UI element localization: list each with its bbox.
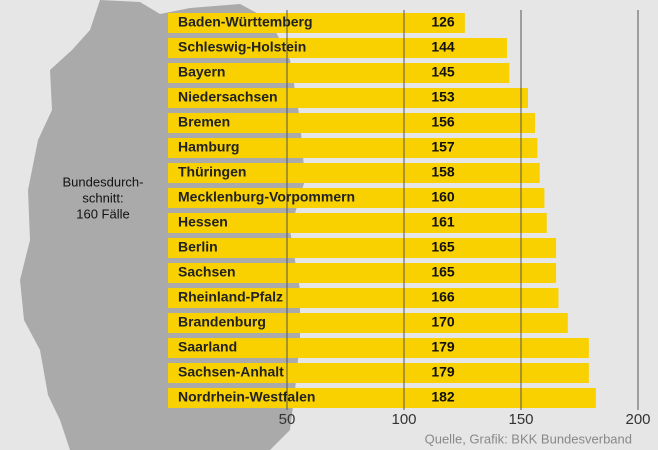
value-label: 170 [431, 314, 455, 330]
category-label: Berlin [178, 239, 218, 255]
category-label: Mecklenburg-Vorpommern [178, 189, 355, 205]
category-label: Niedersachsen [178, 89, 278, 105]
bar [168, 88, 529, 108]
value-label: 126 [431, 14, 455, 30]
category-label: Rheinland-Pfalz [178, 289, 283, 305]
value-label: 145 [431, 64, 455, 80]
category-label: Bayern [178, 64, 225, 80]
source: Quelle, Grafik: BKK Bundesverband [425, 431, 632, 446]
category-label: Sachsen-Anhalt [178, 364, 284, 380]
category-label: Sachsen [178, 264, 236, 280]
bar [168, 238, 557, 258]
value-label: 161 [431, 214, 455, 230]
bar [168, 263, 557, 283]
bar [168, 363, 589, 383]
annotation: schnitt: [82, 190, 123, 205]
value-label: 179 [431, 364, 455, 380]
bar [168, 288, 559, 308]
value-label: 153 [431, 89, 455, 105]
category-label: Hessen [178, 214, 228, 230]
bar [168, 138, 538, 158]
bar [168, 13, 465, 33]
category-label: Saarland [178, 339, 237, 355]
x-tick-label: 100 [391, 411, 416, 428]
value-label: 165 [431, 239, 455, 255]
bar [168, 163, 540, 183]
bar [168, 188, 545, 208]
value-label: 157 [431, 139, 455, 155]
bar [168, 313, 568, 333]
category-label: Hamburg [178, 139, 239, 155]
bar [168, 388, 596, 408]
bar [168, 213, 547, 233]
category-label: Bremen [178, 114, 230, 130]
annotation: 160 Fälle [76, 206, 129, 221]
bar [168, 338, 589, 358]
value-label: 156 [431, 114, 455, 130]
value-label: 144 [431, 39, 455, 55]
value-label: 165 [431, 264, 455, 280]
category-label: Nordrhein-Westfalen [178, 389, 315, 405]
category-label: Thüringen [178, 164, 246, 180]
value-label: 160 [431, 189, 455, 205]
category-label: Baden-Württemberg [178, 14, 313, 30]
map-silhouette [20, 0, 305, 450]
category-label: Schleswig-Holstein [178, 39, 306, 55]
x-tick-label: 150 [508, 411, 533, 428]
bar [168, 38, 507, 58]
category-label: Brandenburg [178, 314, 266, 330]
value-label: 166 [431, 289, 455, 305]
value-label: 179 [431, 339, 455, 355]
bar [168, 63, 510, 83]
value-label: 182 [431, 389, 455, 405]
bar [168, 113, 536, 133]
x-tick-label: 200 [625, 411, 650, 428]
x-tick-label: 50 [279, 411, 296, 428]
value-label: 158 [431, 164, 455, 180]
annotation: Bundesdurch- [63, 174, 144, 189]
